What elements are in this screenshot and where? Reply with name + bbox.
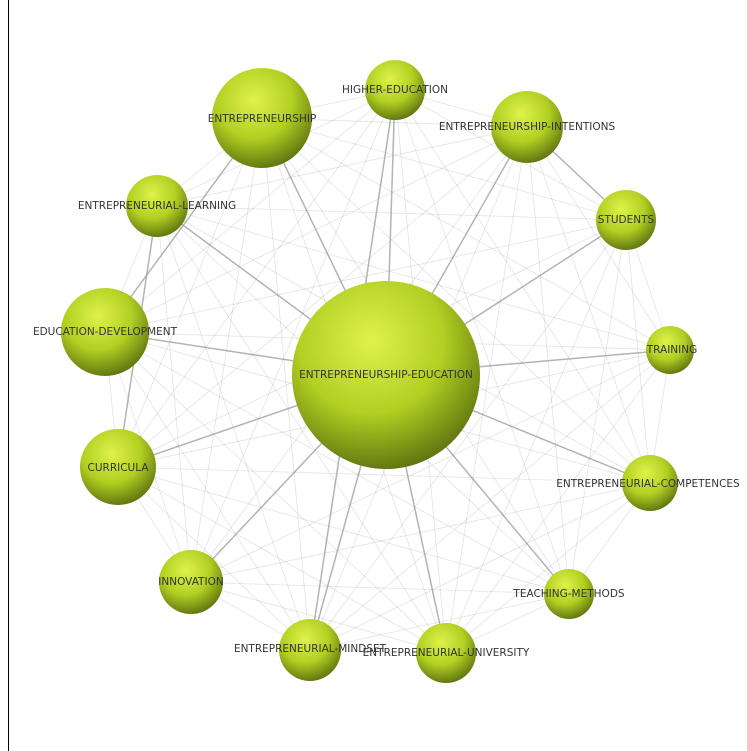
node-label-education-development: EDUCATION-DEVELOPMENT bbox=[33, 326, 178, 338]
node-entrepreneurial-mindset[interactable]: ENTREPRENEURIAL-MINDSET bbox=[234, 619, 387, 681]
edge-students-entrepreneurial-learning bbox=[156, 205, 627, 221]
edge-entrepreneurship-curricula bbox=[117, 117, 263, 468]
edge-teaching-methods-education-development bbox=[104, 331, 570, 595]
edge-entrepreneurship-students bbox=[261, 117, 627, 221]
node-circle-entrepreneurial-mindset[interactable] bbox=[279, 619, 341, 681]
node-label-entrepreneurial-learning: ENTREPRENEURIAL-LEARNING bbox=[78, 200, 236, 212]
edge-entrepreneurial-competences-innovation bbox=[190, 482, 651, 583]
edge-entrepreneurial-mindset-education-development bbox=[104, 331, 311, 651]
edge-higher-education-teaching-methods bbox=[394, 89, 570, 595]
node-label-entrepreneurship-intentions: ENTREPRENEURSHIP-INTENTIONS bbox=[439, 121, 616, 133]
edge-entrepreneurial-competences-entrepreneurial-mindset bbox=[309, 482, 651, 651]
edge-higher-education-education-development bbox=[104, 89, 396, 333]
edge-higher-education-curricula bbox=[117, 89, 396, 468]
edge-teaching-methods-curricula bbox=[117, 466, 570, 595]
node-label-curricula: CURRICULA bbox=[88, 462, 150, 474]
edge-higher-education-innovation bbox=[190, 89, 396, 583]
edge-higher-education-entrepreneurial-competences bbox=[394, 89, 651, 484]
edge-training-entrepreneurial-learning bbox=[156, 205, 671, 351]
node-training[interactable]: TRAINING bbox=[646, 326, 698, 374]
node-label-teaching-methods: TEACHING-METHODS bbox=[512, 588, 625, 600]
node-teaching-methods[interactable]: TEACHING-METHODS bbox=[512, 569, 625, 619]
node-circle-curricula[interactable] bbox=[80, 429, 156, 505]
edge-entrepreneurship-innovation bbox=[190, 117, 263, 583]
node-label-entrepreneurship: ENTREPRENEURSHIP bbox=[208, 113, 317, 125]
edge-training-innovation bbox=[190, 349, 671, 583]
edge-entrepreneurial-competences-curricula bbox=[117, 466, 651, 484]
node-label-entrepreneurship-education: ENTREPRENEURSHIP-EDUCATION bbox=[299, 369, 473, 381]
node-entrepreneurial-learning[interactable]: ENTREPRENEURIAL-LEARNING bbox=[78, 175, 236, 237]
node-label-entrepreneurial-competences: ENTREPRENEURIAL-COMPETENCES bbox=[556, 478, 740, 490]
node-circle-training[interactable] bbox=[646, 326, 694, 374]
node-circle-entrepreneurial-competences[interactable] bbox=[622, 455, 678, 511]
node-label-students: STUDENTS bbox=[598, 214, 655, 226]
node-entrepreneurial-competences[interactable]: ENTREPRENEURIAL-COMPETENCES bbox=[556, 455, 740, 511]
node-circle-entrepreneurship-education[interactable] bbox=[292, 281, 480, 469]
edge-entrepreneurship-intentions-education-development bbox=[104, 126, 528, 333]
edge-entrepreneurship-training bbox=[261, 117, 671, 351]
frame-border-line bbox=[8, 0, 9, 751]
edge-students-entrepreneurial-competences bbox=[625, 219, 651, 484]
edge-innovation-entrepreneurial-learning bbox=[156, 205, 192, 583]
edge-entrepreneurship-intentions-entrepreneurial-learning bbox=[156, 126, 528, 207]
node-label-higher-education: HIGHER-EDUCATION bbox=[342, 84, 448, 96]
edge-teaching-methods-entrepreneurial-mindset bbox=[309, 593, 570, 651]
edge-students-education-development bbox=[104, 219, 627, 333]
node-label-entrepreneurial-mindset: ENTREPRENEURIAL-MINDSET bbox=[234, 643, 387, 655]
edge-entrepreneurial-mindset-curricula bbox=[117, 466, 311, 651]
edge-students-entrepreneurial-university bbox=[445, 219, 627, 654]
node-label-innovation: INNOVATION bbox=[158, 576, 223, 588]
node-innovation[interactable]: INNOVATION bbox=[158, 550, 224, 614]
edge-entrepreneurial-university-entrepreneurial-learning bbox=[156, 205, 447, 654]
node-education-development[interactable]: EDUCATION-DEVELOPMENT bbox=[33, 288, 178, 376]
edge-entrepreneurial-competences-entrepreneurial-university bbox=[445, 482, 651, 654]
node-curricula[interactable]: CURRICULA bbox=[80, 429, 156, 505]
edge-students-entrepreneurial-mindset bbox=[309, 219, 627, 651]
edge-entrepreneurship-entrepreneurial-competences bbox=[261, 117, 651, 484]
edge-entrepreneurship-intentions-entrepreneurial-university bbox=[445, 126, 528, 654]
edge-entrepreneurial-university-curricula bbox=[117, 466, 447, 654]
edge-entrepreneurial-university-innovation bbox=[190, 581, 447, 654]
edge-entrepreneurship-intentions-curricula bbox=[117, 126, 528, 468]
node-entrepreneurship-intentions[interactable]: ENTREPRENEURSHIP-INTENTIONS bbox=[439, 91, 616, 163]
edge-teaching-methods-innovation bbox=[190, 581, 570, 595]
node-circle-teaching-methods[interactable] bbox=[544, 569, 594, 619]
node-entrepreneurship[interactable]: ENTREPRENEURSHIP bbox=[208, 68, 317, 168]
node-circle-entrepreneurial-learning[interactable] bbox=[126, 175, 188, 237]
node-students[interactable]: STUDENTS bbox=[596, 190, 656, 250]
node-higher-education[interactable]: HIGHER-EDUCATION bbox=[342, 60, 448, 120]
edge-students-teaching-methods bbox=[568, 219, 627, 595]
edge-entrepreneurship-intentions-training bbox=[526, 126, 671, 351]
edge-entrepreneurship-intentions-entrepreneurial-competences bbox=[526, 126, 651, 484]
node-label-entrepreneurial-university: ENTREPRENEURIAL-UNIVERSITY bbox=[363, 647, 530, 659]
node-circle-innovation[interactable] bbox=[159, 550, 223, 614]
node-entrepreneurship-education[interactable]: ENTREPRENEURSHIP-EDUCATION bbox=[292, 281, 480, 469]
edge-training-entrepreneurial-university bbox=[445, 349, 671, 654]
edge-entrepreneurship-entrepreneurial-mindset bbox=[261, 117, 311, 651]
node-circle-entrepreneurship-intentions[interactable] bbox=[491, 91, 563, 163]
nodes-layer: ENTREPRENEURSHIP-EDUCATION ENTREPRENEURSH… bbox=[33, 60, 740, 683]
node-circle-education-development[interactable] bbox=[61, 288, 149, 376]
node-circle-entrepreneurship[interactable] bbox=[212, 68, 312, 168]
node-circle-entrepreneurial-university[interactable] bbox=[416, 623, 476, 683]
edge-entrepreneurial-university-education-development bbox=[104, 331, 447, 654]
node-entrepreneurial-university[interactable]: ENTREPRENEURIAL-UNIVERSITY bbox=[363, 623, 530, 683]
node-circle-higher-education[interactable] bbox=[365, 60, 425, 120]
edge-entrepreneurial-mindset-entrepreneurial-learning bbox=[156, 205, 311, 651]
node-circle-students[interactable] bbox=[596, 190, 656, 250]
edge-training-entrepreneurial-mindset bbox=[309, 349, 671, 651]
node-label-training: TRAINING bbox=[646, 344, 698, 356]
edge-entrepreneurship-intentions-teaching-methods bbox=[526, 126, 570, 595]
